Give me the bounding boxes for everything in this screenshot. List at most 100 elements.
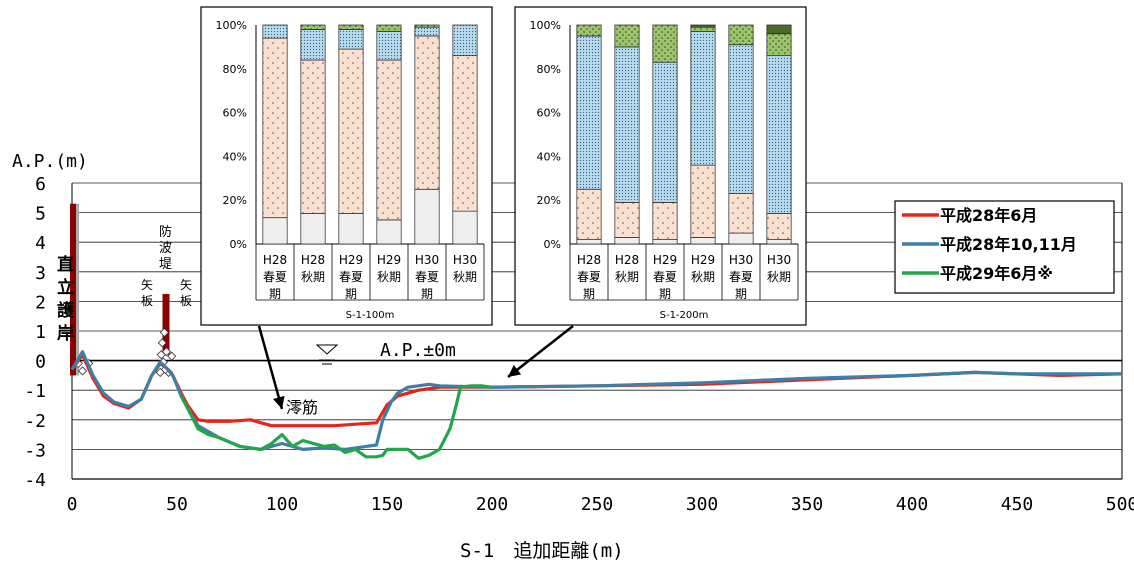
stacked-bar-segment — [415, 36, 439, 189]
category-label-line: 春夏 — [263, 270, 287, 284]
stacked-bar-segment — [453, 56, 477, 211]
category-label-line: 春夏 — [339, 270, 363, 284]
sheet-pile-label-right: 板 — [180, 294, 192, 308]
x-tick-label: 450 — [1001, 494, 1034, 515]
stacked-bar-segment — [767, 25, 791, 34]
stacked-bar-segment — [301, 25, 325, 29]
breakwater-label-char: 堤 — [159, 257, 172, 272]
stacked-bar-segment — [729, 45, 753, 194]
inset-y-tick: 80% — [537, 63, 561, 76]
stacked-bar-segment — [415, 189, 439, 244]
ap-zero-label: A.P.±0m — [380, 340, 456, 361]
stacked-bar-segment — [691, 25, 715, 27]
inset-y-tick: 100% — [216, 19, 247, 32]
seawall-label-char: 護 — [57, 300, 75, 321]
stacked-bar-segment — [691, 27, 715, 31]
x-axis-label: S-1 追加距離(m) — [460, 540, 624, 562]
category-label-line: 期 — [345, 287, 357, 301]
category-label-line: H29 — [339, 253, 363, 267]
stacked-bar-segment — [415, 25, 439, 27]
category-label-line: 春夏 — [729, 270, 753, 284]
x-tick-label: 250 — [581, 494, 614, 515]
stacked-bar-segment — [767, 56, 791, 214]
stacked-bar-segment — [339, 25, 363, 29]
stacked-bar-segment — [691, 165, 715, 237]
breakwater-label-char: 防 — [159, 224, 172, 240]
y-tick-label: 2 — [35, 292, 46, 313]
x-tick-label: 400 — [896, 494, 929, 515]
stacked-bar-segment — [615, 202, 639, 237]
inset-title: S-1-200m — [660, 310, 709, 321]
stacked-bar-segment — [301, 60, 325, 213]
stacked-bar-segment — [767, 240, 791, 244]
stacked-bar-segment — [339, 29, 363, 49]
inset1-arrow-head — [273, 396, 285, 409]
seawall-label-char: 立 — [57, 277, 74, 298]
inset-y-tick: 0% — [230, 238, 247, 251]
stacked-bar-segment — [453, 25, 477, 56]
stacked-bar-segment — [301, 29, 325, 60]
stacked-bar-segment — [301, 213, 325, 244]
x-tick-label: 150 — [371, 494, 404, 515]
x-tick-label: 350 — [791, 494, 824, 515]
inset-y-tick: 60% — [537, 107, 561, 120]
y-tick-label: 4 — [35, 233, 46, 254]
sheet-pile-label-left: 矢 — [141, 278, 153, 292]
y-tick-label: -3 — [24, 440, 46, 461]
category-label-line: H30 — [453, 253, 477, 267]
inset1-arrow — [259, 326, 282, 409]
category-label-line: 秋期 — [767, 270, 791, 284]
category-label-line: 秋期 — [301, 270, 325, 284]
stacked-bar-segment — [767, 34, 791, 56]
legend-label: 平成28年10,11月 — [940, 235, 1077, 254]
channel-label: 澪筋 — [286, 398, 318, 417]
stacked-bar-segment — [577, 25, 601, 36]
stacked-bar-segment — [691, 32, 715, 166]
y-tick-label: 3 — [35, 263, 46, 284]
y-axis-label: A.P.(m) — [12, 151, 88, 172]
water-level-symbol — [317, 345, 337, 354]
sheet-pile-label-right: 矢 — [180, 278, 192, 292]
stacked-bar-segment — [729, 194, 753, 233]
category-label-line: 期 — [735, 287, 747, 301]
seawall-shade — [76, 204, 79, 376]
inset-y-tick: 40% — [223, 150, 247, 163]
stacked-bar-segment — [615, 25, 639, 47]
stacked-bar-segment — [577, 189, 601, 239]
inset2-arrow — [508, 326, 573, 377]
category-label-line: H30 — [415, 253, 439, 267]
stacked-bar-segment — [263, 38, 287, 218]
stacked-bar-segment — [263, 25, 287, 38]
x-tick-label: 200 — [476, 494, 509, 515]
stacked-bar-segment — [653, 62, 677, 202]
category-label-line: 春夏 — [415, 270, 439, 284]
stacked-bar-segment — [453, 211, 477, 244]
stacked-bar-segment — [377, 32, 401, 60]
inset-y-tick: 100% — [530, 19, 561, 32]
stacked-bar-segment — [263, 218, 287, 244]
stacked-bar-segment — [577, 240, 601, 244]
stacked-bar-segment — [577, 36, 601, 189]
category-label-line: H28 — [615, 253, 639, 267]
category-label-line: 秋期 — [377, 270, 401, 284]
category-label-line: H28 — [577, 253, 601, 267]
category-label-line: 秋期 — [691, 270, 715, 284]
inset-y-tick: 20% — [223, 194, 247, 207]
y-tick-label: -2 — [24, 411, 46, 432]
category-label-line: 期 — [583, 287, 595, 301]
stacked-bar-segment — [615, 47, 639, 202]
inset-y-tick: 80% — [223, 63, 247, 76]
category-label-line: H28 — [301, 253, 325, 267]
stacked-bar-segment — [729, 25, 753, 45]
inset-y-tick: 40% — [537, 150, 561, 163]
stacked-bar-segment — [339, 49, 363, 213]
stacked-bar-segment — [653, 202, 677, 239]
stacked-bar-segment — [767, 213, 791, 239]
stacked-bar-segment — [691, 237, 715, 244]
category-label-line: 秋期 — [615, 270, 639, 284]
category-label-line: H30 — [767, 253, 791, 267]
y-tick-label: -1 — [24, 381, 46, 402]
stacked-bar-segment — [377, 25, 401, 32]
inset-title: S-1-100m — [346, 310, 395, 321]
stacked-bar-segment — [615, 237, 639, 244]
